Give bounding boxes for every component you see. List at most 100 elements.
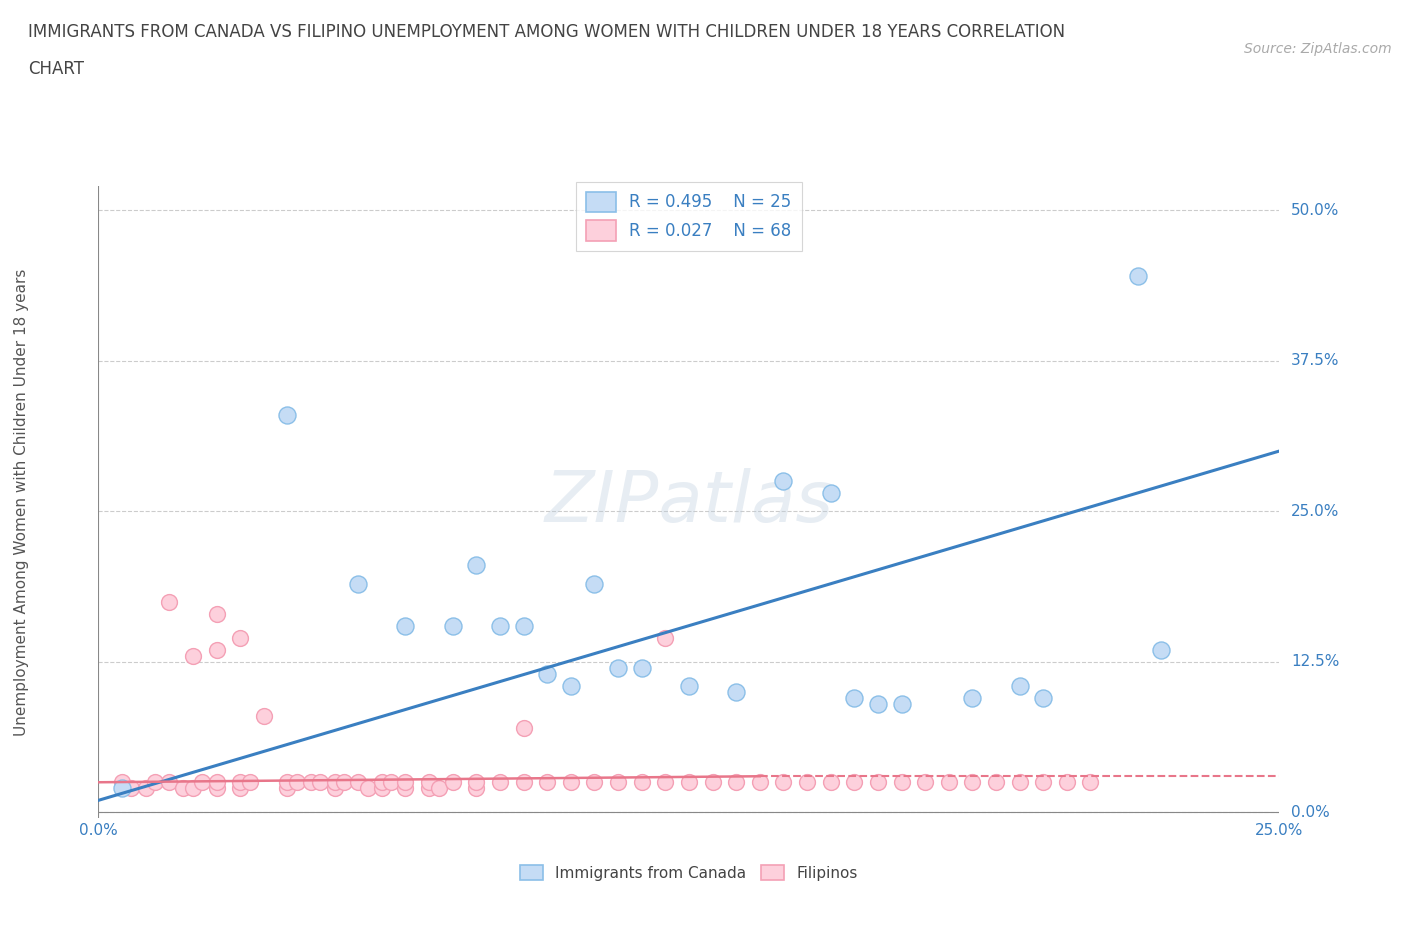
Point bbox=[181, 648, 204, 663]
Point bbox=[938, 775, 960, 790]
Point bbox=[607, 775, 630, 790]
Point bbox=[702, 775, 724, 790]
Point bbox=[441, 775, 464, 790]
Point bbox=[371, 775, 394, 790]
Point bbox=[285, 775, 308, 790]
Point bbox=[276, 407, 298, 422]
Text: 25.0%: 25.0% bbox=[1291, 504, 1340, 519]
Point bbox=[253, 709, 276, 724]
Point bbox=[866, 775, 889, 790]
Point bbox=[583, 775, 606, 790]
Point bbox=[512, 775, 534, 790]
Point bbox=[357, 781, 380, 796]
Point bbox=[465, 781, 488, 796]
Text: Source: ZipAtlas.com: Source: ZipAtlas.com bbox=[1244, 42, 1392, 56]
Point bbox=[323, 775, 346, 790]
Point bbox=[333, 775, 356, 790]
Text: CHART: CHART bbox=[28, 60, 84, 78]
Point bbox=[772, 775, 794, 790]
Point bbox=[239, 775, 262, 790]
Point bbox=[560, 775, 582, 790]
Point bbox=[371, 781, 394, 796]
Point bbox=[205, 775, 228, 790]
Point bbox=[380, 775, 402, 790]
Point bbox=[347, 576, 370, 591]
Point bbox=[630, 660, 652, 675]
Point bbox=[796, 775, 818, 790]
Point bbox=[678, 775, 700, 790]
Point bbox=[276, 775, 298, 790]
Point bbox=[820, 485, 842, 500]
Text: Unemployment Among Women with Children Under 18 years: Unemployment Among Women with Children U… bbox=[14, 269, 30, 736]
Point bbox=[725, 775, 748, 790]
Point bbox=[394, 618, 416, 633]
Point bbox=[489, 618, 512, 633]
Point bbox=[205, 606, 228, 621]
Point bbox=[157, 594, 180, 609]
Point bbox=[1008, 775, 1031, 790]
Text: 37.5%: 37.5% bbox=[1291, 353, 1340, 368]
Point bbox=[205, 781, 228, 796]
Point bbox=[890, 697, 912, 711]
Point bbox=[111, 781, 134, 796]
Point bbox=[143, 775, 166, 790]
Point bbox=[890, 775, 912, 790]
Point bbox=[191, 775, 214, 790]
Point bbox=[512, 618, 534, 633]
Point bbox=[512, 721, 534, 736]
Point bbox=[135, 781, 157, 796]
Point bbox=[1032, 690, 1054, 705]
Point bbox=[1008, 679, 1031, 694]
Point bbox=[441, 618, 464, 633]
Point bbox=[323, 781, 346, 796]
Point bbox=[654, 775, 676, 790]
Point bbox=[181, 781, 204, 796]
Point bbox=[844, 690, 866, 705]
Point bbox=[725, 684, 748, 699]
Point bbox=[962, 775, 984, 790]
Point bbox=[229, 775, 252, 790]
Point bbox=[111, 775, 134, 790]
Point bbox=[820, 775, 842, 790]
Point bbox=[276, 781, 298, 796]
Point bbox=[866, 697, 889, 711]
Point bbox=[418, 775, 440, 790]
Point bbox=[607, 660, 630, 675]
Point bbox=[583, 576, 606, 591]
Text: 12.5%: 12.5% bbox=[1291, 655, 1340, 670]
Point bbox=[536, 667, 558, 682]
Text: ZIPatlas: ZIPatlas bbox=[544, 468, 834, 537]
Point bbox=[914, 775, 936, 790]
Point bbox=[1080, 775, 1102, 790]
Text: IMMIGRANTS FROM CANADA VS FILIPINO UNEMPLOYMENT AMONG WOMEN WITH CHILDREN UNDER : IMMIGRANTS FROM CANADA VS FILIPINO UNEMP… bbox=[28, 23, 1066, 41]
Point bbox=[418, 781, 440, 796]
Point bbox=[229, 781, 252, 796]
Point bbox=[984, 775, 1007, 790]
Point bbox=[772, 473, 794, 488]
Point bbox=[172, 781, 194, 796]
Point bbox=[489, 775, 512, 790]
Point bbox=[309, 775, 332, 790]
Text: 50.0%: 50.0% bbox=[1291, 203, 1340, 218]
Point bbox=[121, 781, 143, 796]
Legend: Immigrants from Canada, Filipinos: Immigrants from Canada, Filipinos bbox=[513, 858, 865, 886]
Point bbox=[394, 775, 416, 790]
Point bbox=[1150, 643, 1173, 658]
Point bbox=[465, 775, 488, 790]
Point bbox=[630, 775, 652, 790]
Point bbox=[1032, 775, 1054, 790]
Point bbox=[299, 775, 322, 790]
Point bbox=[1056, 775, 1078, 790]
Point bbox=[654, 631, 676, 645]
Point bbox=[205, 643, 228, 658]
Point bbox=[229, 631, 252, 645]
Point bbox=[157, 775, 180, 790]
Point bbox=[678, 679, 700, 694]
Point bbox=[394, 781, 416, 796]
Point bbox=[560, 679, 582, 694]
Point bbox=[427, 781, 450, 796]
Point bbox=[962, 690, 984, 705]
Point bbox=[748, 775, 770, 790]
Point bbox=[1126, 269, 1149, 284]
Point bbox=[844, 775, 866, 790]
